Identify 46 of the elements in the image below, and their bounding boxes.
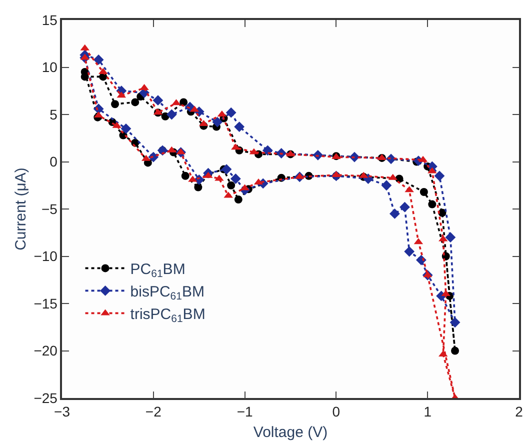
point (111, 100, 120, 108)
point (180, 98, 188, 106)
point (434, 170, 445, 182)
y-tick-label: −25 (34, 390, 58, 406)
point (131, 98, 140, 106)
point (428, 200, 436, 208)
legend-label: bisPC$_{61}$BM (130, 284, 204, 303)
y-tick-label: −15 (34, 295, 58, 312)
point (212, 116, 223, 128)
x-tick-label: −3 (54, 404, 70, 420)
y-tick-label: −20 (34, 342, 58, 359)
y-axis-title: Current (μA) (12, 168, 30, 250)
x-tick-label: 2 (515, 404, 524, 420)
point (234, 196, 242, 204)
point (120, 123, 132, 134)
point (194, 183, 202, 192)
point (234, 122, 245, 132)
x-tick-label: 0 (332, 404, 340, 420)
x-tick-label: −1 (236, 404, 253, 420)
y-tick-label: 5 (50, 106, 58, 122)
point (451, 346, 460, 355)
legend-label: PC$_{61}$BM (130, 261, 186, 280)
point (445, 232, 456, 243)
legend-label: trisPC$_{61}$BM (130, 306, 206, 326)
point (181, 172, 190, 180)
point (93, 54, 104, 65)
point (390, 208, 400, 219)
y-tick-label: 15 (42, 12, 58, 28)
point (400, 202, 410, 212)
point (166, 109, 177, 120)
point (404, 246, 415, 257)
point (230, 174, 241, 184)
point (450, 317, 460, 328)
point (152, 95, 164, 106)
point (420, 188, 428, 196)
point (221, 164, 232, 175)
point (381, 180, 392, 191)
x-axis-title: Voltage (V) (253, 424, 328, 442)
x-tick-label: −2 (145, 404, 162, 420)
y-tick-label: −5 (41, 200, 58, 217)
point (227, 181, 236, 190)
y-tick-label: 10 (42, 59, 58, 76)
y-tick-label: −10 (34, 248, 58, 264)
y-tick-label: 0 (50, 154, 58, 170)
x-tick-label: 1 (424, 404, 432, 420)
point (226, 107, 236, 118)
